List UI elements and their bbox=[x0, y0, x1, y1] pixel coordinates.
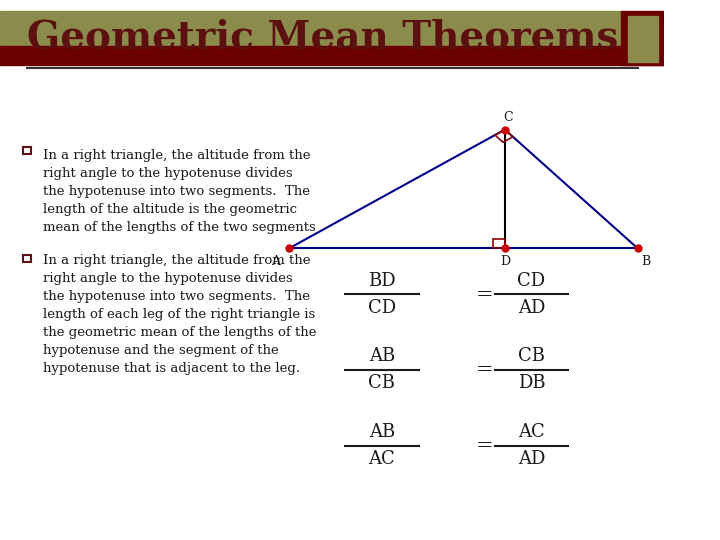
Text: CD: CD bbox=[518, 272, 546, 290]
Text: AB: AB bbox=[369, 347, 395, 366]
Bar bbox=[23, 255, 31, 262]
Text: CD: CD bbox=[368, 299, 396, 317]
Bar bbox=[628, 16, 657, 62]
Bar bbox=[0, 46, 665, 65]
Text: AC: AC bbox=[518, 423, 545, 441]
Text: AD: AD bbox=[518, 450, 545, 468]
Bar bbox=[493, 239, 505, 248]
Text: AB: AB bbox=[369, 423, 395, 441]
Text: D: D bbox=[500, 255, 510, 268]
Text: DB: DB bbox=[518, 374, 545, 393]
Bar bbox=[0, 11, 621, 46]
Text: BD: BD bbox=[368, 272, 396, 290]
Text: Geometric Mean Theorems: Geometric Mean Theorems bbox=[27, 19, 618, 57]
Text: =: = bbox=[476, 285, 494, 304]
Bar bbox=[621, 11, 665, 65]
Text: In a right triangle, the altitude from the
right angle to the hypotenuse divides: In a right triangle, the altitude from t… bbox=[43, 254, 317, 375]
Text: In a right triangle, the altitude from the
right angle to the hypotenuse divides: In a right triangle, the altitude from t… bbox=[43, 148, 316, 233]
Text: A: A bbox=[271, 255, 280, 268]
Text: =: = bbox=[476, 436, 494, 455]
Text: CB: CB bbox=[369, 374, 395, 393]
Bar bbox=[23, 147, 31, 154]
Text: C: C bbox=[503, 111, 513, 124]
Text: AD: AD bbox=[518, 299, 545, 317]
Text: =: = bbox=[476, 360, 494, 380]
Text: AC: AC bbox=[369, 450, 395, 468]
Text: CB: CB bbox=[518, 347, 545, 366]
Text: B: B bbox=[641, 255, 650, 268]
